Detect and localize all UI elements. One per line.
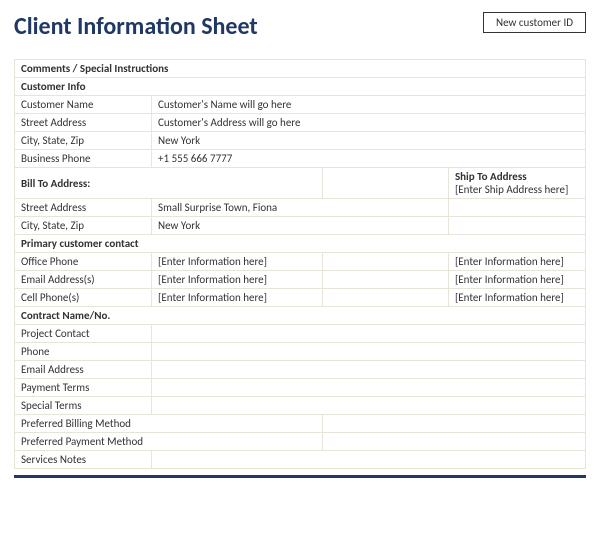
business-phone-label: Business Phone	[15, 150, 152, 168]
services-notes-value[interactable]	[152, 451, 586, 469]
office-phone-label: Office Phone	[15, 253, 152, 271]
ship-to-heading-cell: Ship To Address [Enter Ship Address here…	[448, 168, 585, 199]
bill-to-heading: Bill To Address:	[15, 168, 323, 199]
cell-phones-value-2[interactable]: [Enter Information here]	[448, 289, 585, 307]
project-contact-label: Project Contact	[15, 325, 152, 343]
contract-heading: Contract Name/No.	[15, 307, 586, 325]
customer-info-heading: Customer Info	[15, 78, 586, 96]
bill-csz-value[interactable]: New York	[152, 217, 449, 235]
street-address-value[interactable]: Customer's Address will go here	[152, 114, 586, 132]
office-phone-value-1[interactable]: [Enter Information here]	[152, 253, 323, 271]
page-title: Client Information Sheet	[14, 12, 258, 41]
pref-billing-label: Preferred Billing Method	[15, 415, 323, 433]
contract-email-value[interactable]	[152, 361, 586, 379]
city-state-zip-value[interactable]: New York	[152, 132, 586, 150]
email-addresses-value-1[interactable]: [Enter Information here]	[152, 271, 323, 289]
primary-contact-heading: Primary customer contact	[15, 235, 586, 253]
ship-to-placeholder[interactable]: [Enter Ship Address here]	[455, 183, 579, 196]
services-notes-label: Services Notes	[15, 451, 152, 469]
customer-name-value[interactable]: Customer's Name will go here	[152, 96, 586, 114]
contract-email-label: Email Address	[15, 361, 152, 379]
customer-name-label: Customer Name	[15, 96, 152, 114]
project-contact-value[interactable]	[152, 325, 586, 343]
pref-payment-value[interactable]	[323, 433, 586, 451]
bill-street-value[interactable]: Small Surprise Town, Fiona	[152, 199, 449, 217]
ship-to-heading: Ship To Address	[455, 170, 579, 183]
payment-terms-label: Payment Terms	[15, 379, 152, 397]
bill-csz-label: City, State, Zip	[15, 217, 152, 235]
special-terms-value[interactable]	[152, 397, 586, 415]
cell-phones-label: Cell Phone(s)	[15, 289, 152, 307]
contract-phone-value[interactable]	[152, 343, 586, 361]
bill-street-label: Street Address	[15, 199, 152, 217]
client-info-table: Comments / Special Instructions Customer…	[14, 59, 586, 469]
email-addresses-value-2[interactable]: [Enter Information here]	[448, 271, 585, 289]
new-customer-id-box[interactable]: New customer ID	[483, 12, 586, 33]
contract-phone-label: Phone	[15, 343, 152, 361]
office-phone-value-2[interactable]: [Enter Information here]	[448, 253, 585, 271]
footer-rule	[14, 475, 586, 478]
comments-label: Comments / Special Instructions	[15, 60, 586, 78]
city-state-zip-label: City, State, Zip	[15, 132, 152, 150]
special-terms-label: Special Terms	[15, 397, 152, 415]
cell-phones-value-1[interactable]: [Enter Information here]	[152, 289, 323, 307]
street-address-label: Street Address	[15, 114, 152, 132]
pref-payment-label: Preferred Payment Method	[15, 433, 323, 451]
email-addresses-label: Email Address(s)	[15, 271, 152, 289]
pref-billing-value[interactable]	[323, 415, 586, 433]
business-phone-value[interactable]: +1 555 666 7777	[152, 150, 586, 168]
payment-terms-value[interactable]	[152, 379, 586, 397]
